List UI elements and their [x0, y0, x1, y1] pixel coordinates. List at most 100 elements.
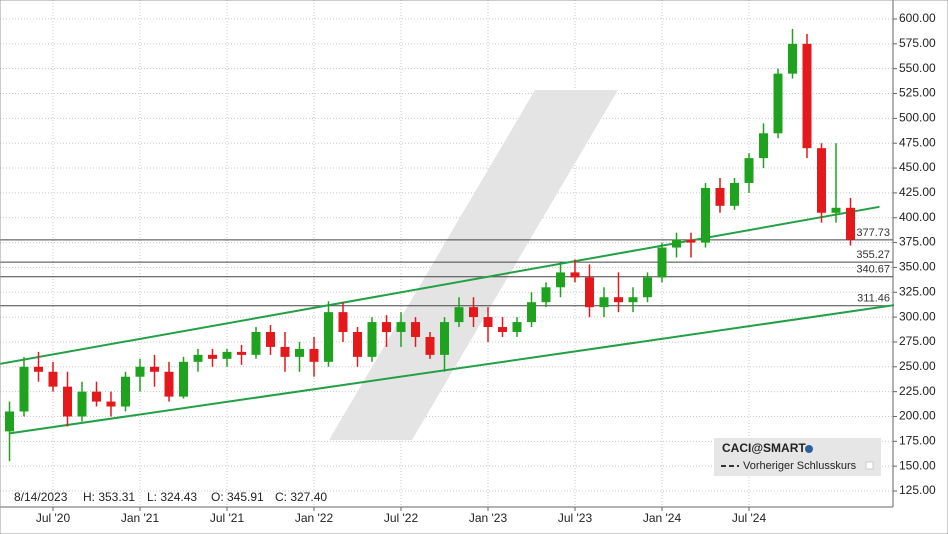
y-tick-label: 325.00: [899, 284, 936, 298]
candle-body: [672, 239, 681, 248]
candle-body: [440, 322, 449, 355]
legend-symbol: CACI@SMART: [722, 441, 806, 455]
y-tick-label: 525.00: [899, 86, 936, 100]
candle-body: [150, 366, 159, 372]
candle-body: [715, 187, 725, 206]
candle-body: [63, 386, 72, 417]
candle-body: [570, 272, 580, 278]
candle-body: [338, 312, 348, 333]
info-low: L: 324.43: [147, 490, 197, 504]
candle-body: [237, 351, 246, 355]
candle-body: [324, 312, 333, 362]
level-label: 311.46: [857, 293, 890, 305]
level-label: 377.73: [856, 227, 890, 239]
candle-body: [411, 322, 420, 337]
candle-body: [585, 277, 594, 308]
info-high: H: 353.31: [83, 490, 135, 504]
candle-body: [251, 332, 261, 355]
y-tick-label: 125.00: [899, 483, 936, 497]
x-tick-label: Jan '23: [469, 511, 508, 525]
candle-body: [121, 376, 130, 407]
candle-body: [599, 297, 609, 308]
candle-body: [77, 391, 87, 417]
y-tick-label: 200.00: [899, 409, 936, 423]
channel-line: [9, 304, 895, 435]
candle-body: [817, 148, 826, 213]
legend-icon[interactable]: [805, 445, 813, 453]
info-date: 8/14/2023: [14, 490, 68, 504]
y-tick-label: 175.00: [899, 433, 936, 447]
candle-body: [164, 371, 174, 397]
candle-body: [34, 366, 43, 372]
x-tick-label: Jul '24: [732, 511, 767, 525]
candle-body: [135, 366, 145, 377]
candle-body: [686, 239, 696, 243]
candle-body: [527, 302, 536, 323]
candle-body: [802, 43, 812, 149]
watermark: [329, 90, 618, 440]
y-tick-label: 300.00: [899, 309, 936, 323]
x-tick-label: Jan '22: [295, 511, 334, 525]
candle-body: [483, 317, 493, 328]
x-tick-label: Jul '20: [36, 511, 71, 525]
candle-body: [556, 272, 565, 288]
candle-body: [831, 207, 841, 213]
y-tick-label: 600.00: [899, 11, 936, 25]
candle-body: [614, 297, 623, 303]
candle-body: [222, 351, 232, 359]
candle-body: [179, 361, 188, 397]
plot: 377.73 355.27 340.67 311.46: [0, 28, 895, 462]
candle-body: [193, 354, 203, 362]
level-label: 355.27: [856, 249, 890, 261]
candle-body: [628, 297, 638, 303]
candle-body: [92, 391, 101, 402]
candle-body: [788, 43, 797, 74]
candle-body: [367, 322, 377, 357]
channel-line: [0, 205, 880, 365]
x-tick-label: Jan '24: [643, 511, 682, 525]
candle-body: [512, 322, 522, 333]
info-close: C: 327.40: [275, 490, 327, 504]
x-tick-label: Jul '21: [210, 511, 245, 525]
candle-body: [541, 287, 551, 303]
y-tick-label: 250.00: [899, 359, 936, 373]
y-tick-label: 375.00: [899, 235, 936, 249]
candle-body: [469, 307, 478, 318]
candle-body: [773, 73, 783, 134]
y-tick-label: 550.00: [899, 61, 936, 75]
y-tick-label: 475.00: [899, 135, 936, 149]
candle-body: [106, 401, 116, 407]
level-label: 340.67: [856, 264, 890, 276]
candle-body: [454, 307, 464, 323]
candle-body: [744, 158, 754, 183]
grid: [0, 0, 893, 507]
candle-body: [266, 332, 275, 347]
y-tick-label: 350.00: [899, 260, 936, 274]
candle-body: [5, 411, 14, 432]
candle-body: [19, 366, 29, 412]
candle-body: [353, 332, 362, 357]
candle-body: [701, 187, 710, 243]
y-tick-label: 225.00: [899, 384, 936, 398]
legend-box: [714, 438, 881, 476]
x-tick-label: Jul '23: [558, 511, 593, 525]
y-tick-label: 450.00: [899, 160, 936, 174]
y-tick-label: 425.00: [899, 185, 936, 199]
info-open: O: 345.91: [211, 490, 264, 504]
y-tick-label: 275.00: [899, 334, 936, 348]
y-tick-label: 150.00: [899, 458, 936, 472]
candle-body: [759, 133, 768, 159]
y-tick-label: 500.00: [899, 111, 936, 125]
candle-body: [48, 371, 58, 387]
candle-body: [498, 327, 507, 333]
legend-previous-close: Vorheriger Schlusskurs: [743, 460, 857, 472]
candle-body: [425, 336, 435, 355]
candle-body: [730, 182, 739, 206]
candle-body: [280, 346, 290, 357]
candle-body: [846, 207, 855, 240]
candle-body: [382, 322, 391, 333]
legend-checkbox[interactable]: [865, 461, 874, 470]
candle-body: [208, 354, 217, 359]
candle-body: [309, 348, 319, 362]
